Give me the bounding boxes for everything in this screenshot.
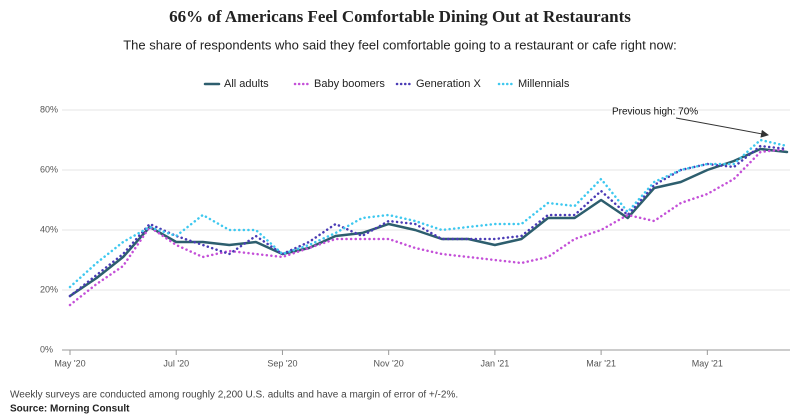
chart-title: 66% of Americans Feel Comfortable Dining… [169, 7, 631, 26]
annotation: Previous high: 70% [612, 107, 698, 118]
series-line [68, 147, 789, 307]
x-tick-label: Jan '21 [481, 358, 510, 368]
legend-label: Generation X [416, 78, 481, 90]
y-tick-label: 0% [40, 344, 53, 354]
grid: 0% 20% 40% 60% 80% May '20 Jul '20 Sep '20 Nov '… [40, 104, 790, 368]
x-tick-label: May '21 [692, 358, 723, 368]
x-tick-label: Jul '20 [163, 358, 189, 368]
y-tick-label: 20% [40, 284, 58, 294]
x-tick-label: Mar '21 [586, 358, 616, 368]
series-line [68, 138, 789, 289]
y-tick-label: 40% [40, 224, 58, 234]
x-tick-label: Sep '20 [267, 358, 297, 368]
y-tick-label: 80% [40, 104, 58, 114]
plot [68, 138, 789, 307]
x-tick-label: Nov '20 [374, 358, 404, 368]
legend: All adults Baby boomers Generation X Millen… [203, 78, 570, 90]
y-tick-label: 60% [40, 164, 58, 174]
series-line [68, 144, 789, 298]
annotation-arrow [675, 117, 769, 138]
source: Source: Morning Consult [10, 404, 130, 415]
legend-label: Baby boomers [314, 78, 385, 90]
footnote: Weekly surveys are conducted among rough… [10, 390, 458, 401]
x-tick-label: May '20 [54, 358, 85, 368]
legend-label: Millennials [518, 78, 570, 90]
chart-subtitle: The share of respondents who said they f… [123, 37, 677, 52]
legend-label: All adults [224, 78, 269, 90]
series-line [68, 147, 789, 298]
